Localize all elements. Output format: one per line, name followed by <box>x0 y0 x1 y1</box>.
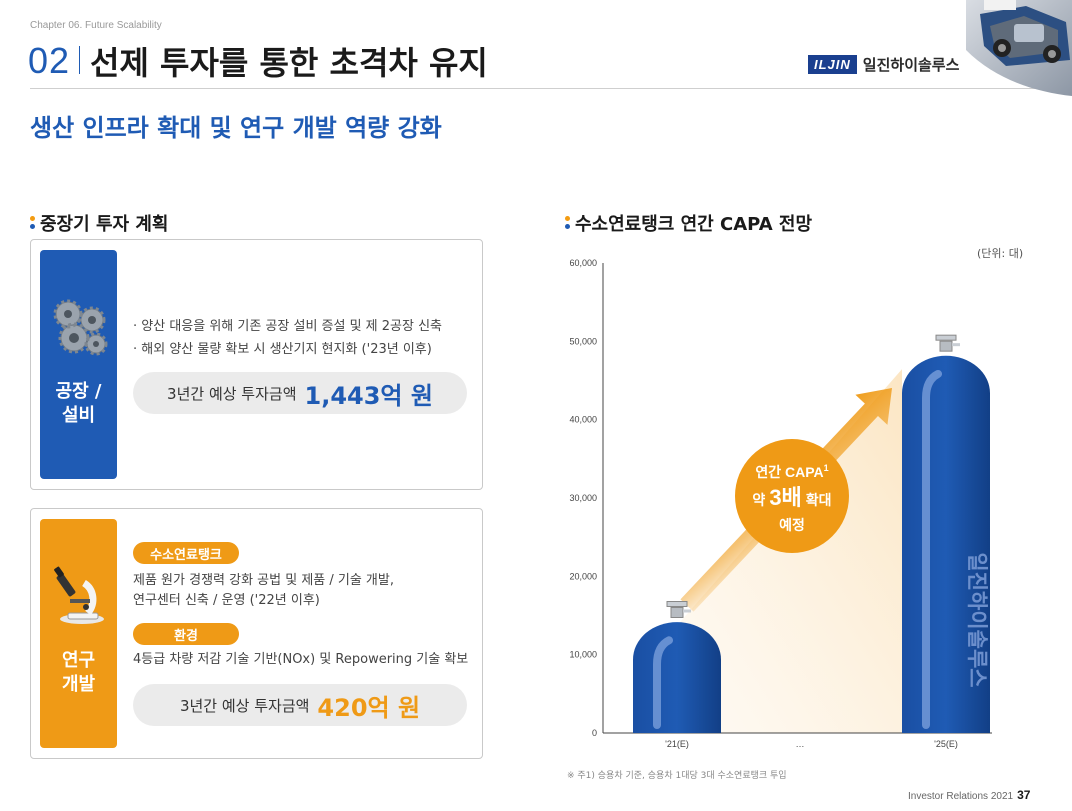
y-tick-label: 40,000 <box>569 415 597 425</box>
tank-valve <box>939 340 953 352</box>
rnd-label: 연구 개발 <box>61 650 96 695</box>
section-number: 02 <box>28 40 71 81</box>
rnd-card: 연구 개발 수소연료탱크 제품 원가 경쟁력 강화 공법 및 제품 / 기술 개… <box>30 508 483 759</box>
facility-amount-box: 3년간 예상 투자금액 1,443억 원 <box>133 372 467 414</box>
capa-heading: 수소연료탱크 연간 CAPA 전망 <box>565 210 812 236</box>
bar-tank-body <box>633 622 721 733</box>
callout-pre: 약 <box>752 492 765 508</box>
environment-text: 4등급 차량 저감 기술 기반(NOx) 및 Repowering 기술 확보 <box>133 652 469 667</box>
callout-post: 확대 <box>806 492 832 508</box>
y-tick-label: 0 <box>592 728 597 738</box>
callout-line3: 예정 <box>779 517 805 533</box>
rnd-amount-box: 3년간 예상 투자금액 420억 원 <box>133 684 467 726</box>
header-separator <box>79 46 80 74</box>
footnote: ※ 주1) 승용차 기준, 승용차 1대당 3대 수소연료탱크 투입 <box>567 771 787 781</box>
hydrogen-tank-text: 제품 원가 경쟁력 강화 공법 및 제품 / 기술 개발, 연구센터 신축 / … <box>133 571 394 611</box>
company-logo: ILJIN 일진하이솔루스 <box>808 54 959 75</box>
facility-bullet-2: · 해외 양산 물량 확보 시 생산기지 현지화 ('23년 이후) <box>133 342 432 357</box>
tank-valve-cap <box>666 601 688 607</box>
bar-tank <box>633 601 721 733</box>
callout-line2: 약 3배 확대 <box>752 485 831 510</box>
facility-side-panel: 공장 / 설비 <box>40 250 117 479</box>
facility-card: 공장 / 설비 · 양산 대응을 위해 기존 공장 설비 증설 및 제 2공장 … <box>30 239 483 490</box>
y-tick-label: 10,000 <box>569 650 597 660</box>
callout-big: 3배 <box>769 485 801 510</box>
chapter-label: Chapter 06. Future Scalability <box>30 20 162 31</box>
logo-mark: ILJIN <box>808 55 857 74</box>
facility-amount-label: 3년간 예상 투자금액 <box>167 384 297 403</box>
capa-callout-circle <box>735 439 849 553</box>
page-title: 선제 투자를 통한 초격차 유지 <box>90 44 488 82</box>
facility-amount-value: 1,443억 원 <box>304 381 433 410</box>
tank-highlight <box>653 636 673 729</box>
tank-valve-cap <box>935 334 957 341</box>
rnd-amount-value: 420억 원 <box>317 693 421 722</box>
logo-name: 일진하이솔루스 <box>862 56 960 74</box>
x-tick-label: '25(E) <box>934 739 958 749</box>
tank-valve-handle <box>683 609 691 613</box>
gears-icon <box>53 299 108 356</box>
y-tick-label: 50,000 <box>569 336 597 346</box>
y-tick-label: 20,000 <box>569 571 597 581</box>
tank-watermark: 일진하이솔루스 <box>965 552 988 687</box>
investment-plan-title: 중장기 투자 계획 <box>40 214 169 235</box>
x-tick-label: … <box>796 739 805 749</box>
tank-valve-handle <box>952 343 960 347</box>
header-divider <box>30 88 1072 89</box>
unit-label: (단위: 대) <box>977 247 1024 260</box>
facility-label: 공장 / 설비 <box>55 381 102 426</box>
callout-line1: 연간 CAPA1 <box>755 463 828 480</box>
y-tick-label: 30,000 <box>569 493 597 503</box>
tank-valve <box>670 607 684 618</box>
tank-highlight <box>922 369 942 729</box>
investment-plan-heading: 중장기 투자 계획 <box>30 210 168 236</box>
facility-bullet-1: · 양산 대응을 위해 기존 공장 설비 증설 및 제 2공장 신축 <box>133 319 443 334</box>
hydrogen-tank-pill: 수소연료탱크 <box>133 542 239 564</box>
capa-chart: 0 10,000 20,000 30,000 40,000 50,000 60,000 '21… <box>569 258 992 749</box>
footer: Investor Relations 2021 37 <box>908 788 1030 802</box>
x-tick-label: '21(E) <box>665 739 689 749</box>
hydrogen-tank-text-line2: 연구센터 신축 / 운영 ('22년 이후) <box>133 593 320 608</box>
environment-pill: 환경 <box>133 623 239 645</box>
footer-text: Investor Relations 2021 <box>908 791 1014 802</box>
page-subtitle: 생산 인프라 확대 및 연구 개발 역량 강화 <box>30 114 442 142</box>
bar-tank <box>902 334 990 733</box>
capa-title: 수소연료탱크 연간 CAPA 전망 <box>575 214 813 235</box>
bullet-dots-icon <box>565 216 571 230</box>
microscope-icon <box>54 566 104 624</box>
page-number: 37 <box>1017 788 1031 802</box>
rnd-amount-label: 3년간 예상 투자금액 <box>179 696 310 715</box>
car-image <box>966 0 1072 96</box>
y-tick-label: 60,000 <box>569 258 597 268</box>
callout-sup: 1 <box>824 463 829 473</box>
rnd-side-panel: 연구 개발 <box>40 519 117 748</box>
bullet-dots-icon <box>30 216 36 230</box>
hydrogen-tank-text-line1: 제품 원가 경쟁력 강화 공법 및 제품 / 기술 개발, <box>133 573 394 588</box>
facility-bullets: · 양산 대응을 위해 기존 공장 설비 증설 및 제 2공장 신축 · 해외 … <box>133 315 442 361</box>
